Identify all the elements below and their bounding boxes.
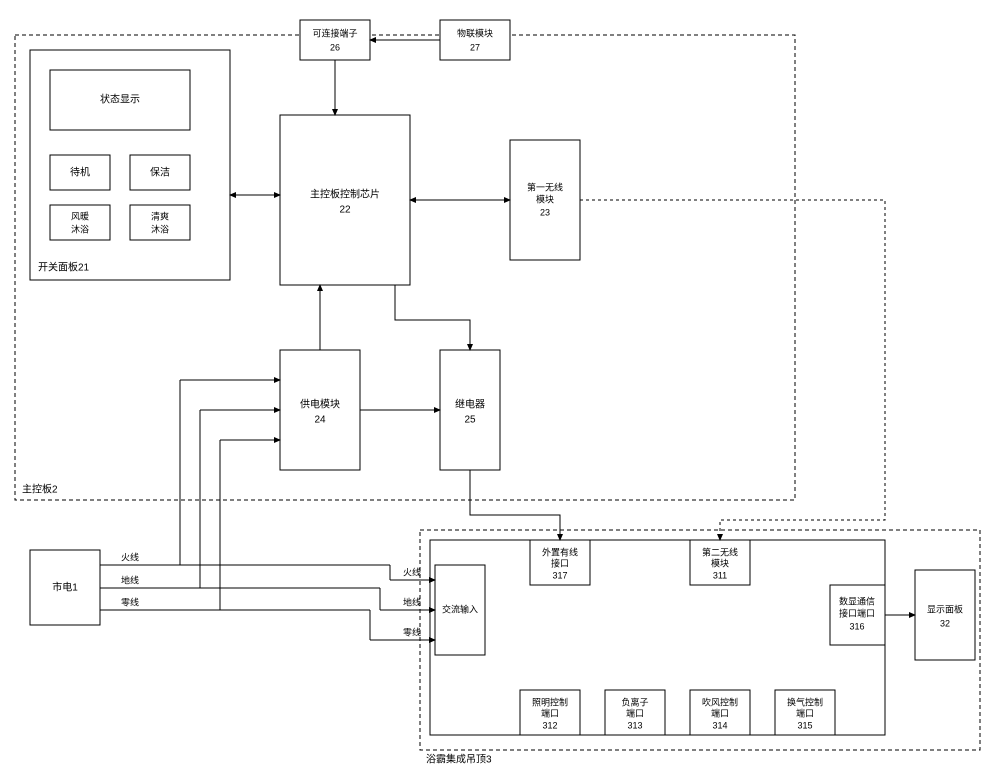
- warm-label1: 风暖: [71, 210, 89, 221]
- clean-label: 保洁: [150, 166, 170, 179]
- wireless1-label3: 23: [540, 207, 550, 217]
- comm-label2: 接口端口: [839, 607, 875, 618]
- cool-label1: 清爽: [151, 210, 169, 221]
- warm-box: [50, 205, 110, 240]
- cool-label2: 沐浴: [151, 223, 169, 234]
- chip-label2: 22: [339, 205, 351, 216]
- relay-label2: 25: [464, 415, 476, 426]
- ceiling-label: 浴霸集成吊顶3: [426, 753, 492, 766]
- display-box: [915, 570, 975, 660]
- wireless2-label3: 311: [713, 570, 727, 580]
- terminal-label2: 26: [330, 42, 340, 52]
- main-board-label: 主控板2: [22, 483, 58, 496]
- blow-label1: 吹风控制: [702, 696, 738, 707]
- wireless2-label2: 模块: [711, 557, 729, 568]
- wire-neutral-label1: 零线: [121, 596, 139, 607]
- standby-label: 待机: [70, 166, 90, 179]
- light-label2: 端口: [541, 707, 559, 718]
- light-label3: 312: [542, 720, 557, 730]
- display-label2: 32: [940, 618, 950, 628]
- power-label1: 供电模块: [300, 398, 340, 411]
- switch-panel-label: 开关面板21: [38, 261, 90, 274]
- ion-label2: 端口: [626, 707, 644, 718]
- wire-ground-label1: 地线: [121, 574, 139, 585]
- wire-ground-label2: 地线: [403, 596, 421, 607]
- mains-label: 市电1: [52, 581, 78, 594]
- vent-label3: 315: [797, 720, 812, 730]
- wired-if-label1: 外置有线: [542, 546, 578, 557]
- wireless1-label1: 第一无线: [527, 181, 563, 192]
- light-label1: 照明控制: [532, 696, 568, 707]
- terminal-label1: 可连接端子: [312, 27, 357, 38]
- edge-chip-relay: [395, 285, 470, 350]
- status-display-label: 状态显示: [100, 93, 140, 106]
- vent-label1: 换气控制: [787, 696, 823, 707]
- chip-label1: 主控板控制芯片: [310, 188, 380, 201]
- warm-label2: 沐浴: [71, 223, 89, 234]
- terminal-box: [300, 20, 370, 60]
- iot-box: [440, 20, 510, 60]
- wireless2-label1: 第二无线: [702, 546, 738, 557]
- blow-label3: 314: [712, 720, 727, 730]
- wire-fire-label1: 火线: [121, 551, 139, 562]
- iot-label1: 物联模块: [457, 27, 493, 38]
- cool-box: [130, 205, 190, 240]
- wired-if-label2: 接口: [551, 557, 569, 568]
- ion-label3: 313: [627, 720, 642, 730]
- wireless1-label2: 模块: [536, 193, 554, 204]
- ion-label1: 负离子: [621, 696, 648, 707]
- vent-label2: 端口: [796, 707, 814, 718]
- ac-in-label: 交流输入: [442, 603, 478, 614]
- comm-label3: 316: [849, 621, 864, 631]
- blow-label2: 端口: [711, 707, 729, 718]
- relay-label1: 继电器: [455, 398, 485, 411]
- power-label2: 24: [314, 415, 326, 426]
- wire-neutral-label2: 零线: [403, 626, 421, 637]
- display-label1: 显示面板: [927, 603, 963, 614]
- wire-fire-label2: 火线: [403, 566, 421, 577]
- comm-label1: 数显通信: [839, 595, 875, 606]
- wired-if-label3: 317: [552, 570, 567, 580]
- edge-wireless1-wireless2: [580, 200, 885, 540]
- iot-label2: 27: [470, 42, 480, 52]
